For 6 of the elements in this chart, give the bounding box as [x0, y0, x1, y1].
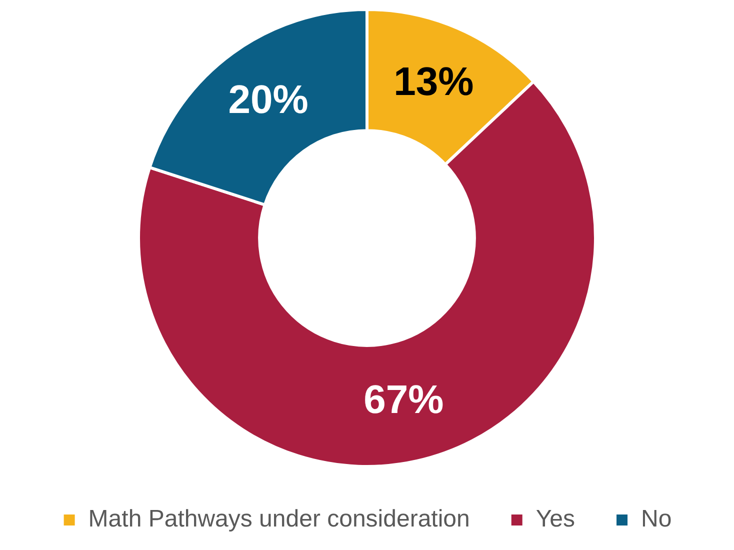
data-label: 13%	[394, 60, 474, 104]
legend-label: Math Pathways under consideration	[88, 506, 470, 533]
legend-label: No	[641, 506, 672, 533]
data-label: 20%	[228, 78, 308, 122]
data-label: 67%	[364, 378, 444, 422]
legend-label: Yes	[536, 506, 576, 533]
